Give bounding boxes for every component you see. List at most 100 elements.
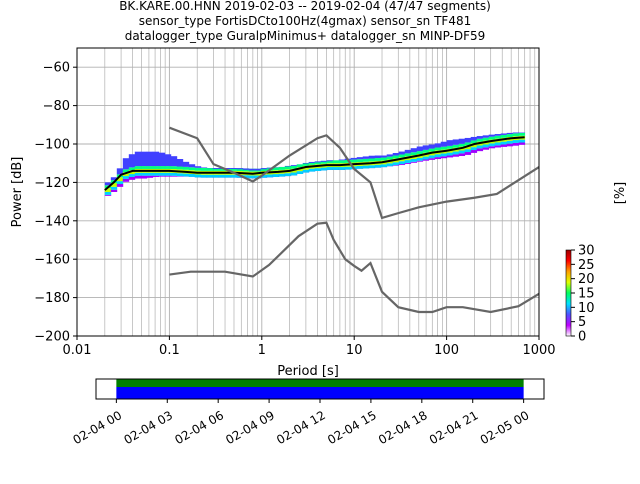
psd-cell	[369, 165, 375, 168]
psd-cell	[405, 153, 411, 156]
psd-cell	[453, 152, 459, 155]
colorbar-tick-label: 5	[578, 315, 586, 330]
x-tick-label: 10	[346, 343, 363, 358]
psd-cell	[411, 148, 417, 152]
psd-cell	[369, 159, 375, 162]
psd-cell	[393, 156, 399, 159]
psd-cell	[117, 184, 123, 187]
psd-cell	[213, 168, 219, 169]
psd-cell	[297, 164, 303, 167]
psd-cell	[315, 168, 321, 171]
psd-cell	[285, 166, 291, 169]
availability-tick-label: 02-04 18	[376, 408, 430, 447]
psd-cell	[165, 166, 171, 169]
psd-cell	[105, 192, 111, 195]
psd-cell	[417, 158, 423, 161]
psd-cell	[423, 159, 429, 160]
psd-cell	[513, 140, 519, 143]
psd-cell	[489, 137, 495, 140]
psd-cell	[357, 157, 363, 159]
psd-cell	[141, 166, 147, 169]
psd-cell	[141, 176, 147, 179]
psd-cell	[369, 156, 375, 159]
y-tick-label: −120	[34, 176, 70, 191]
title-line-3: datalogger_type GuralpMinimus+ datalogge…	[125, 29, 486, 43]
psd-cell	[153, 176, 159, 177]
psd-cell	[231, 168, 237, 169]
psd-cell	[423, 145, 429, 150]
psd-cell	[399, 161, 405, 164]
title-line-1: BK.KARE.00.HNN 2019-02-03 -- 2019-02-04 …	[119, 0, 491, 13]
psd-cell	[153, 173, 159, 176]
psd-cell	[399, 164, 405, 165]
psd-cell	[357, 159, 363, 162]
psd-cell	[309, 162, 315, 163]
y-tick-label: −80	[43, 99, 70, 114]
psd-cell	[249, 175, 255, 178]
x-tick-label: 0.1	[159, 343, 180, 358]
psd-cell	[441, 153, 447, 156]
psd-cell	[429, 145, 435, 149]
psd-cell	[309, 169, 315, 172]
psd-cell	[321, 161, 327, 162]
psd-cell	[489, 143, 495, 146]
x-tick-label: 1	[258, 343, 266, 358]
colorbar-label: [%]	[613, 182, 628, 205]
psd-cell	[387, 157, 393, 160]
psd-cell	[135, 152, 141, 166]
psd-cell	[153, 152, 159, 166]
psd-cell	[435, 148, 441, 151]
psd-cell	[411, 162, 417, 163]
psd-cell	[339, 167, 345, 170]
psd-cell	[405, 163, 411, 164]
psd-cell	[399, 154, 405, 157]
psd-cell	[171, 176, 177, 177]
psd-cell	[303, 170, 309, 173]
psd-cell	[291, 166, 297, 169]
psd-cell	[219, 175, 225, 178]
psd-cell	[141, 152, 147, 166]
psd-cell	[177, 167, 183, 170]
psd-cell	[357, 166, 363, 169]
y-tick-label: −160	[34, 253, 70, 268]
availability-tick-label: 02-04 09	[223, 408, 277, 447]
psd-cell	[141, 173, 147, 176]
psd-cell	[417, 151, 423, 154]
colorbar-tick-label: 20	[578, 272, 595, 287]
availability-bar-blue	[116, 387, 523, 399]
psd-cell	[417, 147, 423, 152]
availability-tick-label: 02-04 21	[427, 408, 481, 447]
psd-cell	[147, 176, 153, 178]
psd-cell	[513, 133, 519, 136]
psd-cell	[423, 157, 429, 160]
psd-cell	[351, 158, 357, 160]
psd-cell	[165, 154, 171, 166]
psd-cell	[501, 135, 507, 138]
psd-cell	[411, 159, 417, 162]
psd-cell	[165, 176, 171, 177]
psd-cell	[171, 173, 177, 176]
psd-cell	[207, 168, 213, 171]
psd-cell	[393, 165, 399, 166]
psd-cell	[267, 174, 273, 177]
psd-cell	[375, 165, 381, 168]
psd-cell	[495, 142, 501, 145]
psd-cell	[279, 174, 285, 177]
psd-cell	[105, 195, 111, 196]
psd-cell	[255, 169, 261, 171]
x-tick-label: 0.01	[63, 343, 92, 358]
psd-cell	[495, 145, 501, 147]
psd-cell	[405, 150, 411, 153]
psd-cell	[261, 168, 267, 169]
psd-cell	[225, 175, 231, 178]
psd-cell	[507, 144, 513, 147]
availability-tick-label: 02-04 00	[71, 408, 125, 447]
psd-cell	[501, 133, 507, 134]
psd-cell	[465, 138, 471, 142]
y-tick-label: −60	[43, 61, 70, 76]
psd-cell	[285, 173, 291, 176]
psd-cell	[117, 181, 123, 184]
